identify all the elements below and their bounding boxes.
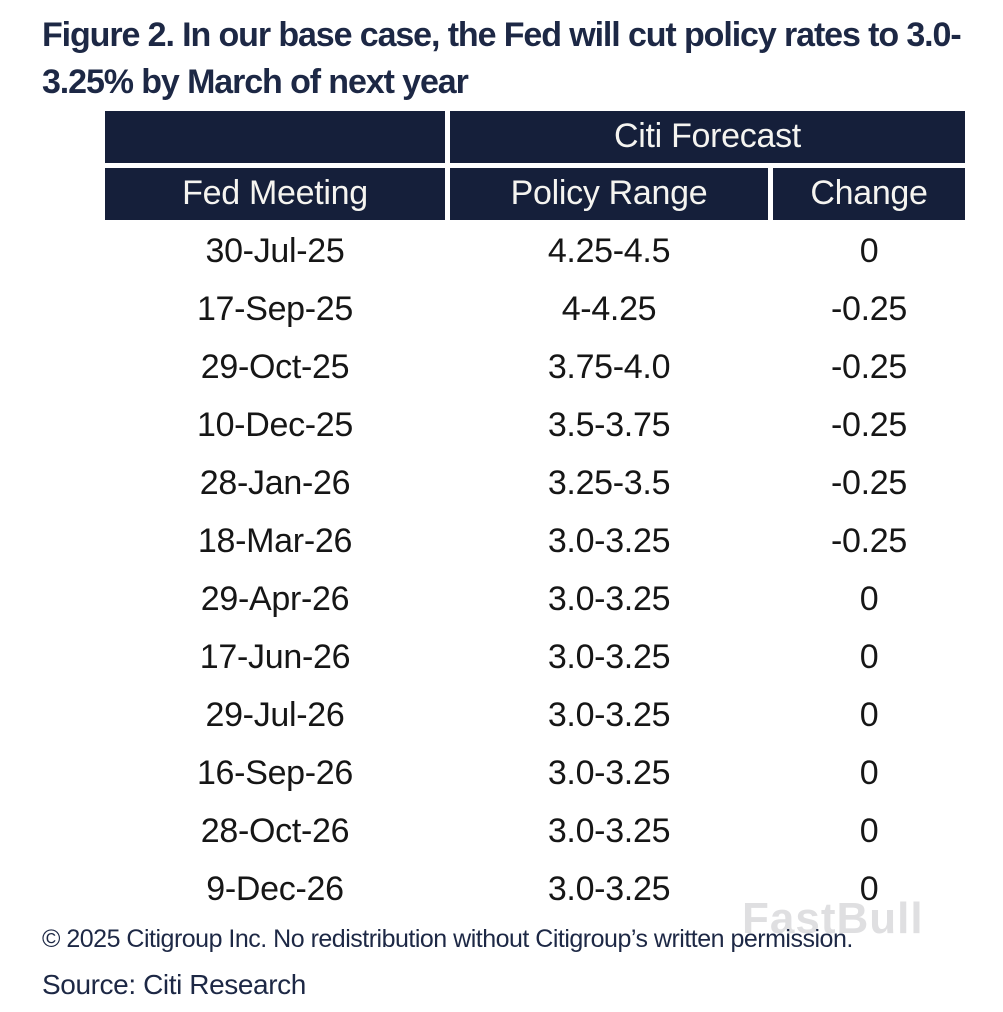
fed-meeting-cell: 10-Dec-25 [196,405,354,444]
fed-meeting-cell: 17-Jun-26 [199,637,351,676]
change-cell: 0 [859,753,879,792]
table-row: 9-Dec-26 3.0-3.25 0 [105,863,965,916]
col-header-fed-meeting: Fed Meeting [105,167,445,220]
copyright-text: © 2025 Citigroup Inc. No redistribution … [42,924,853,953]
policy-range-cell: 4-4.25 [561,289,657,328]
change-cell: -0.25 [831,289,907,328]
change-cell: 0 [859,695,879,734]
figure-title: Figure 2. In our base case, the Fed will… [42,16,962,101]
policy-range-cell: 3.0-3.25 [547,753,671,792]
col-header-change: Change [773,167,965,220]
group-header-cell: Citi Forecast [450,110,965,163]
fed-meeting-cell: 17-Sep-25 [196,289,354,328]
fed-meeting-cell: 16-Sep-26 [196,753,354,792]
table-row: 17-Sep-25 4-4.25 -0.25 [105,283,965,336]
table-row: 16-Sep-26 3.0-3.25 0 [105,747,965,800]
forecast-table: Citi Forecast Fed Meeting Policy Range C… [100,106,970,921]
change-cell: 0 [859,231,879,270]
group-header-row: Citi Forecast [105,110,965,163]
table-row: 10-Dec-25 3.5-3.75 -0.25 [105,399,965,452]
policy-range-cell: 3.75-4.0 [547,347,671,386]
corner-cell [105,110,445,163]
change-cell: 0 [859,811,879,850]
table-row: 30-Jul-25 4.25-4.5 0 [105,225,965,278]
table-row: 17-Jun-26 3.0-3.25 0 [105,631,965,684]
table-row: 29-Apr-26 3.0-3.25 0 [105,573,965,626]
table-body: 30-Jul-25 4.25-4.5 0 17-Sep-25 4-4.25 -0… [105,225,965,916]
policy-range-cell: 3.0-3.25 [547,869,671,908]
policy-range-cell: 3.5-3.75 [547,405,671,444]
watermark: FastBull [742,894,924,943]
source-text: Source: Citi Research [42,968,306,1000]
table-row: 28-Jan-26 3.25-3.5 -0.25 [105,457,965,510]
table-row: 29-Jul-26 3.0-3.25 0 [105,689,965,742]
policy-range-cell: 3.0-3.25 [547,579,671,618]
fed-meeting-cell: 29-Apr-26 [200,579,350,618]
table-row: 29-Oct-25 3.75-4.0 -0.25 [105,341,965,394]
change-cell: -0.25 [831,463,907,502]
change-cell: 0 [859,869,879,908]
fed-meeting-cell: 9-Dec-26 [206,869,344,908]
table-row: 28-Oct-26 3.0-3.25 0 [105,805,965,858]
col-header-policy-range: Policy Range [450,167,768,220]
fed-meeting-cell: 30-Jul-25 [205,231,345,270]
change-cell: 0 [859,637,879,676]
policy-range-cell: 3.0-3.25 [547,695,671,734]
change-cell: -0.25 [831,405,907,444]
policy-range-cell: 3.0-3.25 [547,637,671,676]
policy-range-cell: 4.25-4.5 [547,231,671,270]
fed-meeting-cell: 29-Oct-25 [200,347,350,386]
change-cell: -0.25 [831,347,907,386]
change-cell: 0 [859,579,879,618]
policy-range-cell: 3.0-3.25 [547,811,671,850]
table-header: Citi Forecast Fed Meeting Policy Range C… [105,110,965,220]
change-cell: -0.25 [831,521,907,560]
fed-meeting-cell: 29-Jul-26 [205,695,345,734]
fed-meeting-cell: 28-Oct-26 [200,811,350,850]
fed-meeting-cell: 28-Jan-26 [199,463,351,502]
table-row: 18-Mar-26 3.0-3.25 -0.25 [105,515,965,568]
fed-meeting-cell: 18-Mar-26 [197,521,353,560]
policy-range-cell: 3.25-3.5 [547,463,671,502]
column-header-row: Fed Meeting Policy Range Change [105,167,965,220]
policy-range-cell: 3.0-3.25 [547,521,671,560]
